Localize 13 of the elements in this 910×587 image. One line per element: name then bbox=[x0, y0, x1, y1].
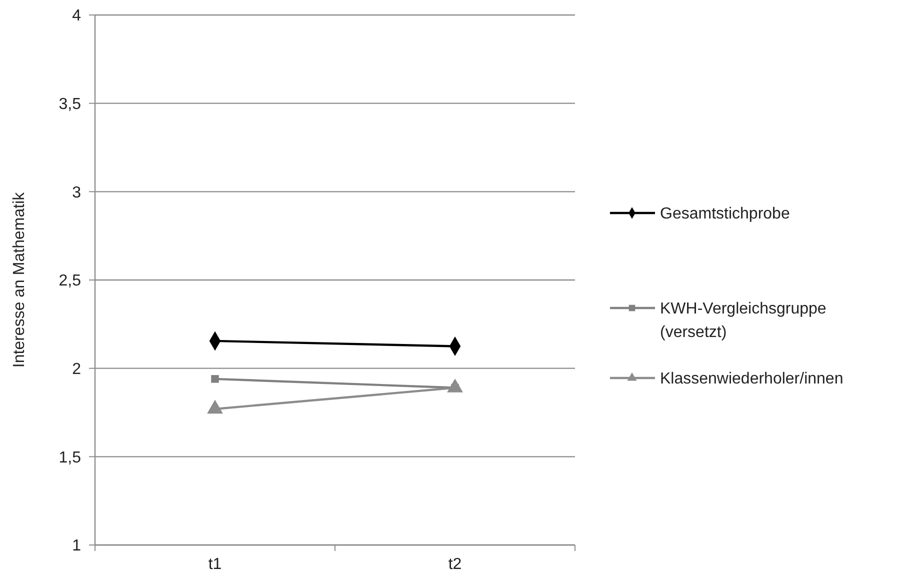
x-tick-label: t1 bbox=[208, 556, 222, 573]
y-tick-label: 2 bbox=[72, 360, 82, 378]
y-axis-title: Interesse an Mathematik bbox=[11, 191, 28, 368]
x-tick-label: t2 bbox=[448, 556, 462, 573]
legend-label: Gesamtstichprobe bbox=[660, 206, 790, 223]
legend-label: Klassenwiederholer/innen bbox=[660, 370, 844, 388]
y-tick-label: 3,5 bbox=[58, 96, 82, 113]
legend-label: KWH-Vergleichsgruppe (versetzt) bbox=[660, 300, 826, 341]
y-tick-label: 1,5 bbox=[58, 449, 82, 466]
y-tick-label: 2,5 bbox=[58, 272, 82, 290]
y-tick-label: 4 bbox=[72, 8, 82, 25]
y-tick-label: 1 bbox=[72, 538, 82, 555]
y-tick-label: 3 bbox=[72, 184, 82, 202]
